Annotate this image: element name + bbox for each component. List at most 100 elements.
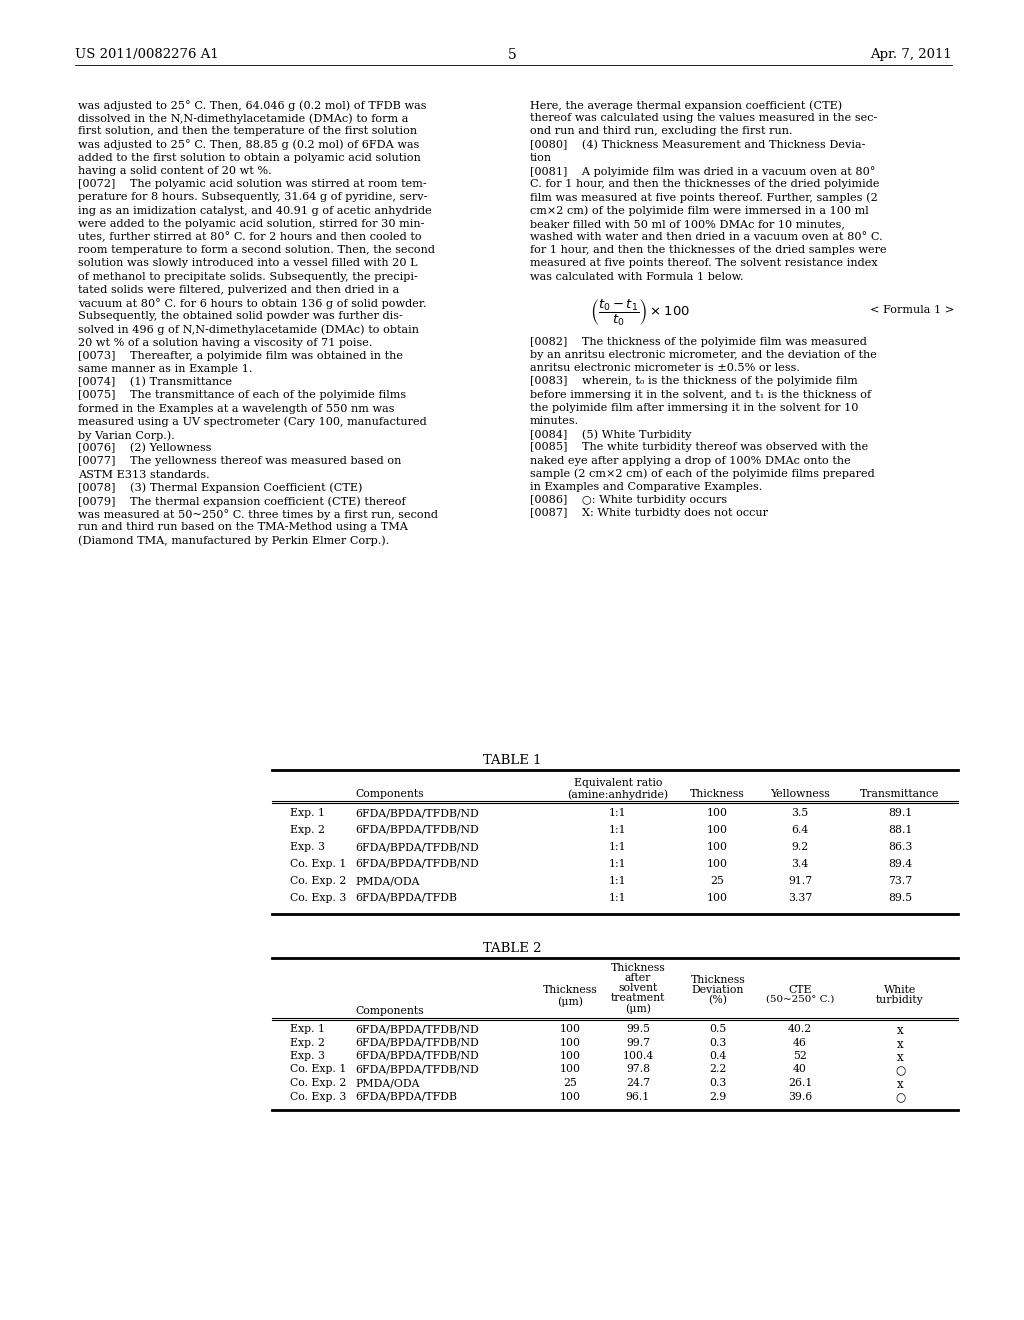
Text: 100: 100 (707, 808, 727, 818)
Text: Thickness: Thickness (543, 985, 597, 995)
Text: 0.3: 0.3 (710, 1078, 727, 1088)
Text: 6FDA/BPDA/TFDB/ND: 6FDA/BPDA/TFDB/ND (355, 1024, 479, 1034)
Text: Exp. 2: Exp. 2 (290, 825, 325, 836)
Text: 100: 100 (707, 842, 727, 851)
Text: 1:1: 1:1 (609, 808, 627, 818)
Text: [0087]    X: White turbidty does not occur: [0087] X: White turbidty does not occur (530, 508, 768, 519)
Text: after: after (625, 973, 651, 983)
Text: tated solids were filtered, pulverized and then dried in a: tated solids were filtered, pulverized a… (78, 285, 399, 294)
Text: 86.3: 86.3 (888, 842, 912, 851)
Text: Co. Exp. 3: Co. Exp. 3 (290, 894, 346, 903)
Text: 100: 100 (707, 825, 727, 836)
Text: Components: Components (355, 789, 424, 799)
Text: 91.7: 91.7 (787, 876, 812, 886)
Text: TABLE 1: TABLE 1 (482, 754, 542, 767)
Text: 100.4: 100.4 (623, 1051, 653, 1061)
Text: x: x (897, 1051, 903, 1064)
Text: 100: 100 (559, 1064, 581, 1074)
Text: Components: Components (355, 1006, 424, 1016)
Text: 6FDA/BPDA/TFDB/ND: 6FDA/BPDA/TFDB/ND (355, 1064, 479, 1074)
Text: [0080]    (4) Thickness Measurement and Thickness Devia-: [0080] (4) Thickness Measurement and Thi… (530, 140, 865, 150)
Text: beaker filled with 50 ml of 100% DMAc for 10 minutes,: beaker filled with 50 ml of 100% DMAc fo… (530, 219, 845, 228)
Text: [0082]    The thickness of the polyimide film was measured: [0082] The thickness of the polyimide fi… (530, 337, 867, 347)
Text: 2.9: 2.9 (710, 1092, 727, 1101)
Text: Co. Exp. 3: Co. Exp. 3 (290, 1092, 346, 1101)
Text: Exp. 1: Exp. 1 (290, 1024, 325, 1034)
Text: $\left(\dfrac{t_0 - t_1}{t_0}\right)\times 100$: $\left(\dfrac{t_0 - t_1}{t_0}\right)\tim… (590, 297, 690, 327)
Text: 1:1: 1:1 (609, 825, 627, 836)
Text: [0078]    (3) Thermal Expansion Coefficient (CTE): [0078] (3) Thermal Expansion Coefficient… (78, 483, 362, 494)
Text: 100: 100 (707, 859, 727, 869)
Text: in Examples and Comparative Examples.: in Examples and Comparative Examples. (530, 482, 762, 492)
Text: 96.1: 96.1 (626, 1092, 650, 1101)
Text: 6FDA/BPDA/TFDB/ND: 6FDA/BPDA/TFDB/ND (355, 808, 479, 818)
Text: x: x (897, 1038, 903, 1051)
Text: 0.5: 0.5 (710, 1024, 727, 1034)
Text: [0079]    The thermal expansion coefficient (CTE) thereof: [0079] The thermal expansion coefficient… (78, 496, 406, 507)
Text: ○: ○ (895, 1092, 905, 1105)
Text: treatment: treatment (610, 993, 666, 1003)
Text: Exp. 2: Exp. 2 (290, 1038, 325, 1048)
Text: < Formula 1 >: < Formula 1 > (870, 305, 954, 314)
Text: [0083]    wherein, t₀ is the thickness of the polyimide film: [0083] wherein, t₀ is the thickness of t… (530, 376, 858, 387)
Text: ond run and third run, excluding the first run.: ond run and third run, excluding the fir… (530, 127, 793, 136)
Text: 26.1: 26.1 (787, 1078, 812, 1088)
Text: (μm): (μm) (625, 1003, 651, 1014)
Text: tion: tion (530, 153, 552, 162)
Text: ing as an imidization catalyst, and 40.91 g of acetic anhydride: ing as an imidization catalyst, and 40.9… (78, 206, 432, 215)
Text: [0073]    Thereafter, a polyimide film was obtained in the: [0073] Thereafter, a polyimide film was … (78, 351, 403, 360)
Text: [0084]    (5) White Turbidity: [0084] (5) White Turbidity (530, 429, 691, 440)
Text: 89.4: 89.4 (888, 859, 912, 869)
Text: White: White (884, 985, 916, 995)
Text: [0076]    (2) Yellowness: [0076] (2) Yellowness (78, 444, 212, 454)
Text: 6FDA/BPDA/TFDB: 6FDA/BPDA/TFDB (355, 1092, 457, 1101)
Text: 73.7: 73.7 (888, 876, 912, 886)
Text: (μm): (μm) (557, 997, 583, 1007)
Text: formed in the Examples at a wavelength of 550 nm was: formed in the Examples at a wavelength o… (78, 404, 394, 413)
Text: (amine:anhydride): (amine:anhydride) (567, 789, 669, 800)
Text: 39.6: 39.6 (787, 1092, 812, 1101)
Text: [0075]    The transmittance of each of the polyimide films: [0075] The transmittance of each of the … (78, 391, 407, 400)
Text: added to the first solution to obtain a polyamic acid solution: added to the first solution to obtain a … (78, 153, 421, 162)
Text: Transmittance: Transmittance (860, 789, 940, 799)
Text: Apr. 7, 2011: Apr. 7, 2011 (870, 48, 952, 61)
Text: cm×2 cm) of the polyimide film were immersed in a 100 ml: cm×2 cm) of the polyimide film were imme… (530, 206, 868, 216)
Text: PMDA/ODA: PMDA/ODA (355, 876, 420, 886)
Text: 89.1: 89.1 (888, 808, 912, 818)
Text: 40: 40 (793, 1064, 807, 1074)
Text: [0077]    The yellowness thereof was measured based on: [0077] The yellowness thereof was measur… (78, 457, 401, 466)
Text: was measured at 50~250° C. three times by a first run, second: was measured at 50~250° C. three times b… (78, 510, 438, 520)
Text: was adjusted to 25° C. Then, 64.046 g (0.2 mol) of TFDB was: was adjusted to 25° C. Then, 64.046 g (0… (78, 100, 427, 111)
Text: film was measured at five points thereof. Further, samples (2: film was measured at five points thereof… (530, 193, 878, 203)
Text: 97.8: 97.8 (626, 1064, 650, 1074)
Text: 3.37: 3.37 (787, 894, 812, 903)
Text: Here, the average thermal expansion coefficient (CTE): Here, the average thermal expansion coef… (530, 100, 843, 111)
Text: solved in 496 g of N,N-dimethylacetamide (DMAc) to obtain: solved in 496 g of N,N-dimethylacetamide… (78, 325, 419, 335)
Text: C. for 1 hour, and then the thicknesses of the dried polyimide: C. for 1 hour, and then the thicknesses … (530, 180, 880, 189)
Text: Thickness: Thickness (689, 789, 744, 799)
Text: US 2011/0082276 A1: US 2011/0082276 A1 (75, 48, 219, 61)
Text: turbidity: turbidity (877, 995, 924, 1005)
Text: 6.4: 6.4 (792, 825, 809, 836)
Text: washed with water and then dried in a vacuum oven at 80° C.: washed with water and then dried in a va… (530, 232, 883, 242)
Text: (%): (%) (709, 995, 727, 1006)
Text: 0.4: 0.4 (710, 1051, 727, 1061)
Text: vacuum at 80° C. for 6 hours to obtain 136 g of solid powder.: vacuum at 80° C. for 6 hours to obtain 1… (78, 298, 427, 309)
Text: [0072]    The polyamic acid solution was stirred at room tem-: [0072] The polyamic acid solution was st… (78, 180, 427, 189)
Text: same manner as in Example 1.: same manner as in Example 1. (78, 364, 252, 374)
Text: 52: 52 (793, 1051, 807, 1061)
Text: 100: 100 (559, 1038, 581, 1048)
Text: Subsequently, the obtained solid powder was further dis-: Subsequently, the obtained solid powder … (78, 312, 402, 321)
Text: 1:1: 1:1 (609, 859, 627, 869)
Text: 6FDA/BPDA/TFDB/ND: 6FDA/BPDA/TFDB/ND (355, 859, 479, 869)
Text: 3.4: 3.4 (792, 859, 809, 869)
Text: TABLE 2: TABLE 2 (482, 942, 542, 954)
Text: 24.7: 24.7 (626, 1078, 650, 1088)
Text: Yellowness: Yellowness (770, 789, 829, 799)
Text: Co. Exp. 1: Co. Exp. 1 (290, 859, 346, 869)
Text: 100: 100 (559, 1051, 581, 1061)
Text: solution was slowly introduced into a vessel filled with 20 L: solution was slowly introduced into a ve… (78, 259, 418, 268)
Text: CTE: CTE (788, 985, 812, 995)
Text: ○: ○ (895, 1064, 905, 1077)
Text: x: x (897, 1024, 903, 1038)
